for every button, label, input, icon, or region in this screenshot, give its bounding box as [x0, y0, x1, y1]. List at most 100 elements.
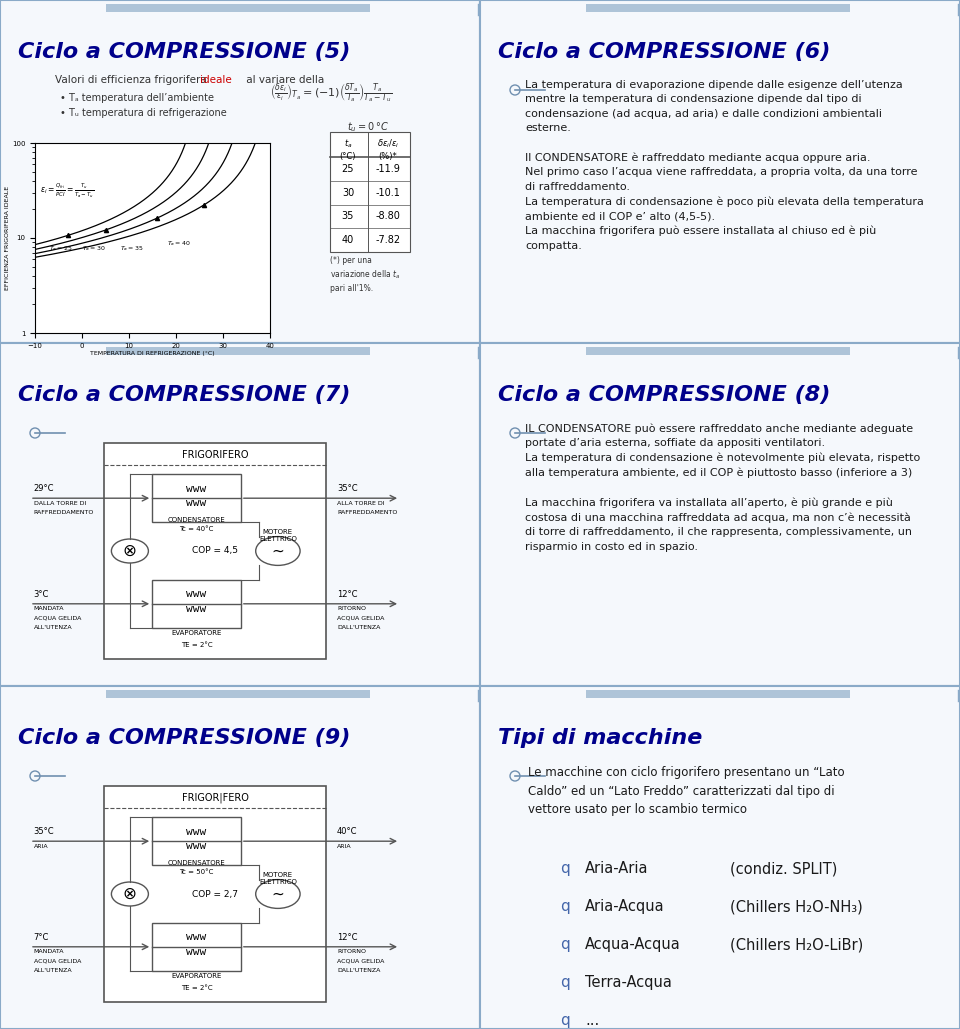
- Bar: [480, 343, 960, 686]
- Bar: [104, 786, 326, 1002]
- Text: www: www: [186, 604, 206, 613]
- Text: RAFFREDDAMENTO: RAFFREDDAMENTO: [337, 510, 397, 516]
- Text: 30: 30: [342, 187, 354, 198]
- Text: ALLA TORRE DI: ALLA TORRE DI: [337, 500, 385, 505]
- Text: Aria-Aria: Aria-Aria: [585, 861, 649, 876]
- Text: RITORNO: RITORNO: [337, 606, 366, 611]
- Text: Tipi di macchine: Tipi di macchine: [498, 728, 703, 748]
- Text: CONDENSATORE: CONDENSATORE: [168, 517, 226, 523]
- Text: $T_a = 25$: $T_a = 25$: [49, 244, 73, 253]
- Text: La temperatura di evaporazione dipende dalle esigenze dell’utenza
mentre la temp: La temperatura di evaporazione dipende d…: [525, 80, 924, 251]
- Text: 29°C: 29°C: [34, 484, 54, 493]
- Text: $T_a = 30$: $T_a = 30$: [82, 244, 106, 253]
- Bar: [586, 4, 850, 12]
- Text: 3°C: 3°C: [34, 590, 49, 599]
- Text: ~: ~: [272, 543, 284, 559]
- Text: Valori di efficienza frigorifera: Valori di efficienza frigorifera: [55, 75, 210, 85]
- Text: 25: 25: [342, 164, 354, 174]
- Text: MANDATA: MANDATA: [34, 949, 64, 954]
- Text: ALL'UTENZA: ALL'UTENZA: [34, 626, 72, 631]
- Bar: [0, 343, 480, 686]
- Text: Terra-Acqua: Terra-Acqua: [585, 975, 672, 990]
- Text: 7°C: 7°C: [34, 932, 49, 942]
- Bar: [330, 132, 410, 252]
- Text: ELETTRICO: ELETTRICO: [259, 536, 297, 542]
- Bar: [152, 923, 241, 970]
- Text: (*) per una
variazione della $t_a$
pari all'1%.: (*) per una variazione della $t_a$ pari …: [330, 256, 400, 293]
- Bar: [0, 686, 480, 1029]
- Text: CONDENSATORE: CONDENSATORE: [168, 860, 226, 865]
- Text: (Chillers H₂O-LiBr): (Chillers H₂O-LiBr): [730, 937, 863, 952]
- Text: DALLA TORRE DI: DALLA TORRE DI: [34, 500, 86, 505]
- Bar: [0, 0, 480, 343]
- Text: DALL'UTENZA: DALL'UTENZA: [337, 626, 380, 631]
- Bar: [106, 690, 370, 698]
- Text: $\varepsilon_i = \frac{Q_{fri}}{PCI} = \frac{T_u}{T_a - T_u}$: $\varepsilon_i = \frac{Q_{fri}}{PCI} = \…: [39, 181, 94, 200]
- Text: MOTORE: MOTORE: [263, 529, 293, 535]
- Text: ...: ...: [585, 1013, 599, 1028]
- Text: 35°C: 35°C: [34, 827, 55, 837]
- Bar: [106, 4, 370, 12]
- Text: Acqua-Acqua: Acqua-Acqua: [585, 937, 681, 952]
- Text: ELETTRICO: ELETTRICO: [259, 879, 297, 885]
- Text: 12°C: 12°C: [337, 932, 357, 942]
- Bar: [106, 347, 370, 355]
- Text: $\left(\frac{\delta\varepsilon_i}{\varepsilon_i}\right)_{T_a} = (-1)\left(\frac{: $\left(\frac{\delta\varepsilon_i}{\varep…: [270, 82, 393, 105]
- Text: Le macchine con ciclo frigorifero presentano un “Lato
Caldo” ed un “Lato Freddo”: Le macchine con ciclo frigorifero presen…: [528, 766, 845, 816]
- Text: 40°C: 40°C: [337, 827, 357, 837]
- Text: MOTORE: MOTORE: [263, 872, 293, 878]
- Text: $t_u = 0\,°C$: $t_u = 0\,°C$: [348, 120, 389, 134]
- Bar: [152, 474, 241, 522]
- Text: COP = 2,7: COP = 2,7: [192, 889, 238, 898]
- Text: Ciclo a COMPRESSIONE (5): Ciclo a COMPRESSIONE (5): [18, 42, 350, 62]
- Text: q: q: [560, 937, 569, 952]
- Text: ARIA: ARIA: [337, 844, 351, 849]
- Y-axis label: EFFICIENZA FRIGORIFERA IDEALE: EFFICIENZA FRIGORIFERA IDEALE: [6, 186, 11, 290]
- Text: 12°C: 12°C: [337, 590, 357, 599]
- Text: ideale: ideale: [200, 75, 231, 85]
- Text: -11.9: -11.9: [375, 164, 400, 174]
- Text: www: www: [186, 484, 206, 494]
- Text: ACQUA GELIDA: ACQUA GELIDA: [34, 615, 81, 620]
- Text: -10.1: -10.1: [375, 187, 400, 198]
- Text: DALL'UTENZA: DALL'UTENZA: [337, 968, 380, 973]
- Text: EVAPORATORE: EVAPORATORE: [171, 972, 222, 979]
- Text: FRIGORIFERO: FRIGORIFERO: [181, 450, 249, 460]
- Text: ⊗: ⊗: [123, 542, 137, 560]
- Text: Ciclo a COMPRESSIONE (7): Ciclo a COMPRESSIONE (7): [18, 385, 350, 405]
- X-axis label: TEMPERATURA DI REFRIGERAZIONE (°C): TEMPERATURA DI REFRIGERAZIONE (°C): [90, 352, 215, 356]
- Bar: [586, 347, 850, 355]
- Bar: [480, 0, 960, 343]
- Text: ACQUA GELIDA: ACQUA GELIDA: [34, 959, 81, 964]
- Text: $T_a = 40$: $T_a = 40$: [167, 239, 190, 248]
- Text: RAFFREDDAMENTO: RAFFREDDAMENTO: [34, 510, 94, 516]
- Text: q: q: [560, 1013, 569, 1028]
- Text: (condiz. SPLIT): (condiz. SPLIT): [730, 861, 837, 876]
- Text: TE = 2°C: TE = 2°C: [180, 642, 212, 647]
- Text: $\delta\varepsilon_i/\varepsilon_i$
(%)*: $\delta\varepsilon_i/\varepsilon_i$ (%)*: [376, 138, 399, 161]
- Text: Ciclo a COMPRESSIONE (8): Ciclo a COMPRESSIONE (8): [498, 385, 830, 405]
- Text: Tc = 40°C: Tc = 40°C: [180, 527, 214, 532]
- Text: www: www: [186, 498, 206, 508]
- Text: (Chillers H₂O-NH₃): (Chillers H₂O-NH₃): [730, 899, 863, 914]
- Text: www: www: [186, 590, 206, 599]
- Text: www: www: [186, 826, 206, 837]
- Bar: [586, 690, 850, 698]
- Text: www: www: [186, 932, 206, 943]
- Bar: [152, 579, 241, 628]
- Text: -7.82: -7.82: [375, 235, 400, 245]
- Text: al variare della: al variare della: [243, 75, 324, 85]
- Text: q: q: [560, 899, 569, 914]
- Text: ACQUA GELIDA: ACQUA GELIDA: [337, 959, 384, 964]
- Text: Tc = 50°C: Tc = 50°C: [180, 870, 214, 876]
- Text: 35°C: 35°C: [337, 484, 358, 493]
- Text: www: www: [186, 841, 206, 851]
- Text: ARIA: ARIA: [34, 844, 48, 849]
- Text: RITORNO: RITORNO: [337, 949, 366, 954]
- Text: ⊗: ⊗: [123, 885, 137, 903]
- Text: ~: ~: [272, 887, 284, 901]
- Text: 35: 35: [342, 211, 354, 221]
- Text: q: q: [560, 861, 569, 876]
- Bar: [104, 443, 326, 659]
- Text: Ciclo a COMPRESSIONE (6): Ciclo a COMPRESSIONE (6): [498, 42, 830, 62]
